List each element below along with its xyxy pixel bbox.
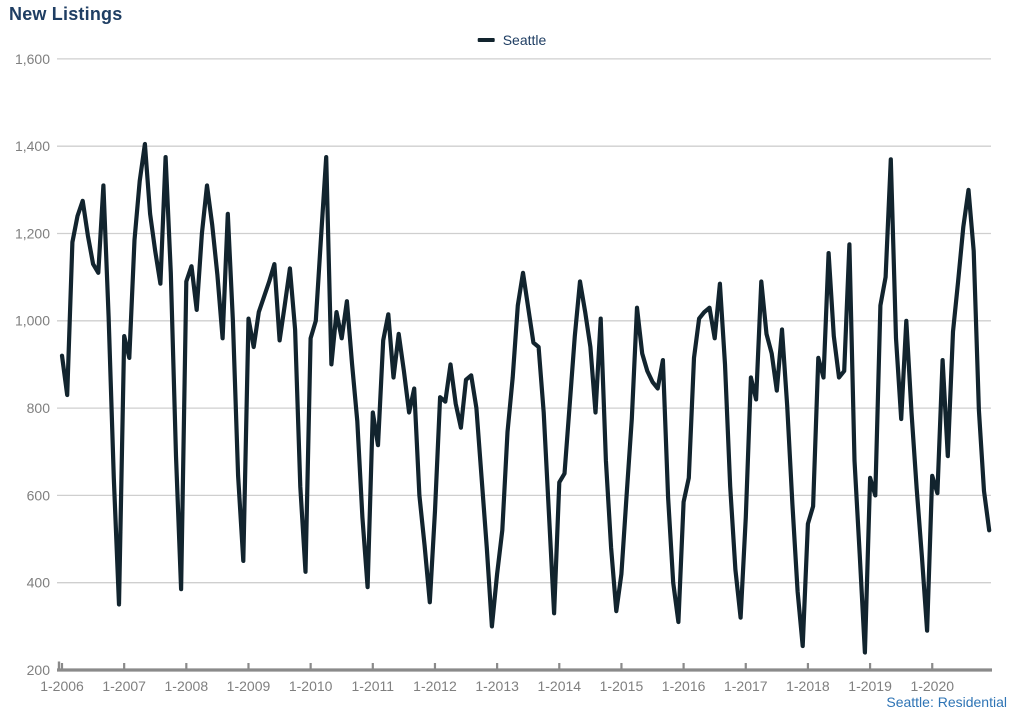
legend: Seattle	[477, 32, 547, 48]
y-tick-label: 1,400	[15, 138, 50, 154]
x-tick-label: 1-2009	[227, 678, 271, 694]
x-tick-label: 1-2011	[352, 678, 395, 694]
legend-label: Seattle	[502, 32, 547, 48]
x-tick-label: 1-2015	[600, 678, 644, 694]
x-tick-label: 1-2010	[289, 678, 333, 694]
x-tick-label: 1-2016	[662, 678, 706, 694]
x-tick-label: 1-2014	[537, 678, 581, 694]
y-tick-label: 1,200	[15, 225, 50, 241]
x-tick-label: 1-2019	[848, 678, 892, 694]
y-tick-label: 1,600	[15, 51, 50, 67]
x-tick-label: 1-2013	[475, 678, 519, 694]
x-tick-label: 1-2008	[165, 678, 209, 694]
x-tick-label: 1-2012	[413, 678, 457, 694]
y-tick-label: 200	[27, 662, 51, 678]
legend-line-swatch	[477, 38, 495, 42]
y-tick-label: 800	[27, 400, 51, 416]
x-tick-label: 1-2007	[102, 678, 146, 694]
x-tick-label: 1-2018	[786, 678, 830, 694]
x-tick-label: 1-2017	[724, 678, 768, 694]
series-line-seattle	[59, 141, 992, 655]
y-tick-label: 1,000	[15, 313, 50, 329]
chart-title: New Listings	[9, 4, 123, 24]
chart-footnote: Seattle: Residential	[886, 694, 1007, 710]
y-tick-label: 600	[27, 487, 51, 503]
y-tick-label: 400	[27, 575, 51, 591]
x-tick-label: 1-2020	[910, 678, 954, 694]
x-tick-label: 1-2006	[40, 678, 84, 694]
